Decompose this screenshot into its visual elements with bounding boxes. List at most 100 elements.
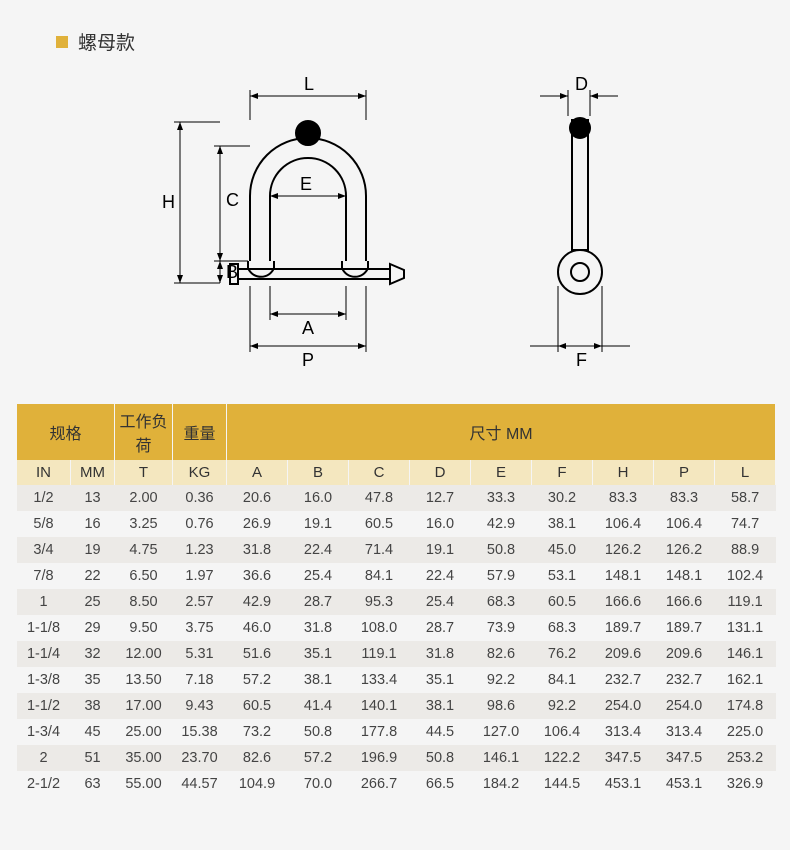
table-cell: 1-1/2 <box>17 693 71 719</box>
table-cell: 453.1 <box>654 771 715 797</box>
page-container: 螺母款 <box>0 0 790 850</box>
table-cell: 36.6 <box>227 563 288 589</box>
table-cell: 313.4 <box>654 719 715 745</box>
table-cell: 55.00 <box>115 771 173 797</box>
table-header-group: 重量 <box>173 404 227 460</box>
table-cell: 4.75 <box>115 537 173 563</box>
table-cell: 92.2 <box>532 693 593 719</box>
table-cell: 1 <box>17 589 71 615</box>
table-cell: 104.9 <box>227 771 288 797</box>
table-cell: 25 <box>71 589 115 615</box>
table-cell: 17.00 <box>115 693 173 719</box>
table-column-header: KG <box>173 460 227 485</box>
table-cell: 63 <box>71 771 115 797</box>
table-cell: 13.50 <box>115 667 173 693</box>
table-cell: 131.1 <box>715 615 776 641</box>
table-cell: 1-3/4 <box>17 719 71 745</box>
table-row: 1-3/44525.0015.3873.250.8177.844.5127.01… <box>17 719 776 745</box>
table-cell: 8.50 <box>115 589 173 615</box>
table-cell: 28.7 <box>410 615 471 641</box>
table-cell: 35.1 <box>410 667 471 693</box>
table-cell: 50.8 <box>471 537 532 563</box>
table-row: 1-1/23817.009.4360.541.4140.138.198.692.… <box>17 693 776 719</box>
table-cell: 22.4 <box>288 537 349 563</box>
table-cell: 225.0 <box>715 719 776 745</box>
table-cell: 92.2 <box>471 667 532 693</box>
table-cell: 9.50 <box>115 615 173 641</box>
table-cell: 51 <box>71 745 115 771</box>
table-cell: 3.75 <box>173 615 227 641</box>
table-column-header: H <box>593 460 654 485</box>
dim-label-B: B <box>226 262 238 282</box>
table-cell: 71.4 <box>349 537 410 563</box>
table-column-header: MM <box>71 460 115 485</box>
table-cell: 88.9 <box>715 537 776 563</box>
table-cell: 13 <box>71 485 115 511</box>
table-cell: 16 <box>71 511 115 537</box>
table-cell: 35.1 <box>288 641 349 667</box>
table-cell: 32 <box>71 641 115 667</box>
table-cell: 453.1 <box>593 771 654 797</box>
table-cell: 74.7 <box>715 511 776 537</box>
table-cell: 209.6 <box>654 641 715 667</box>
table-cell: 0.76 <box>173 511 227 537</box>
table-cell: 106.4 <box>593 511 654 537</box>
table-cell: 184.2 <box>471 771 532 797</box>
table-cell: 58.7 <box>715 485 776 511</box>
table-cell: 148.1 <box>593 563 654 589</box>
table-row: 5/8163.250.7626.919.160.516.042.938.1106… <box>17 511 776 537</box>
table-row: 1258.502.5742.928.795.325.468.360.5166.6… <box>17 589 776 615</box>
table-cell: 57.9 <box>471 563 532 589</box>
table-cell: 119.1 <box>715 589 776 615</box>
table-cell: 0.36 <box>173 485 227 511</box>
table-cell: 127.0 <box>471 719 532 745</box>
table-cell: 232.7 <box>593 667 654 693</box>
table-cell: 35 <box>71 667 115 693</box>
table-column-header: IN <box>17 460 71 485</box>
table-cell: 38.1 <box>410 693 471 719</box>
table-cell: 162.1 <box>715 667 776 693</box>
table-cell: 1-1/4 <box>17 641 71 667</box>
technical-diagram: L D H C E B A P F <box>170 86 670 376</box>
table-cell: 106.4 <box>532 719 593 745</box>
table-cell: 347.5 <box>654 745 715 771</box>
table-cell: 50.8 <box>288 719 349 745</box>
table-cell: 26.9 <box>227 511 288 537</box>
table-cell: 7/8 <box>17 563 71 589</box>
table-cell: 146.1 <box>715 641 776 667</box>
table-cell: 254.0 <box>654 693 715 719</box>
table-cell: 70.0 <box>288 771 349 797</box>
table-cell: 57.2 <box>227 667 288 693</box>
table-row: 1-3/83513.507.1857.238.1133.435.192.284.… <box>17 667 776 693</box>
table-header-group: 规格 <box>17 404 115 460</box>
table-cell: 68.3 <box>471 589 532 615</box>
table-cell: 126.2 <box>593 537 654 563</box>
table-cell: 166.6 <box>593 589 654 615</box>
table-column-header: P <box>654 460 715 485</box>
table-cell: 19.1 <box>410 537 471 563</box>
table-cell: 126.2 <box>654 537 715 563</box>
table-cell: 82.6 <box>227 745 288 771</box>
table-cell: 166.6 <box>654 589 715 615</box>
table-cell: 31.8 <box>288 615 349 641</box>
table-cell: 45 <box>71 719 115 745</box>
table-cell: 82.6 <box>471 641 532 667</box>
table-cell: 60.5 <box>227 693 288 719</box>
table-cell: 38.1 <box>288 667 349 693</box>
table-cell: 84.1 <box>532 667 593 693</box>
table-column-header: C <box>349 460 410 485</box>
title-row: 螺母款 <box>0 0 790 55</box>
table-cell: 29 <box>71 615 115 641</box>
table-cell: 22.4 <box>410 563 471 589</box>
title-marker-icon <box>56 36 68 48</box>
dim-label-D: D <box>575 74 588 94</box>
table-cell: 57.2 <box>288 745 349 771</box>
table-cell: 12.00 <box>115 641 173 667</box>
table-cell: 60.5 <box>532 589 593 615</box>
table-cell: 196.9 <box>349 745 410 771</box>
table-cell: 41.4 <box>288 693 349 719</box>
table-cell: 347.5 <box>593 745 654 771</box>
table-cell: 177.8 <box>349 719 410 745</box>
table-cell: 1/2 <box>17 485 71 511</box>
table-cell: 133.4 <box>349 667 410 693</box>
